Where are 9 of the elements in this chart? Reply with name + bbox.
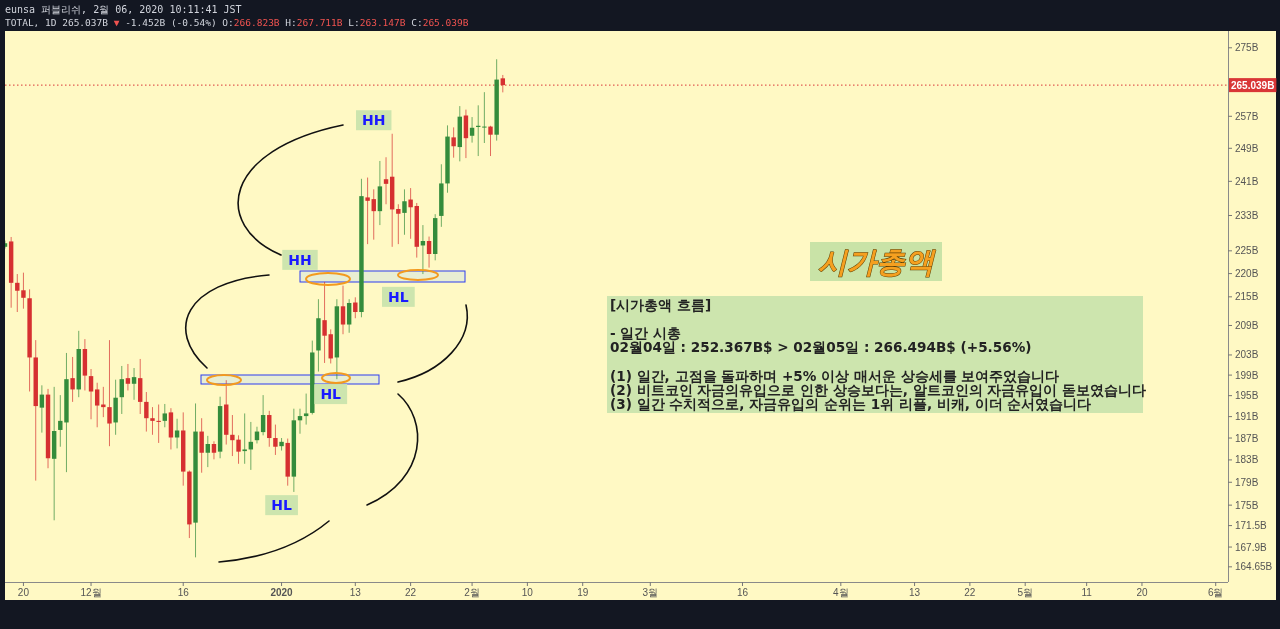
annotation: 시가총액 bbox=[818, 245, 936, 279]
annotation: HL bbox=[320, 386, 342, 403]
annotation: HH bbox=[288, 251, 312, 268]
heading: 시가총액 bbox=[810, 242, 942, 281]
annotation: HL bbox=[388, 288, 409, 305]
annotation: HL bbox=[271, 497, 292, 514]
annotation: HH bbox=[362, 112, 386, 129]
title: TOTAL, 1D 265.037B ▼ -1.452B (-0.54%) O:266.823B H:267.711B L:263.147B C:265.039B bbox=[5, 16, 469, 28]
subtitle: eunsa 퍼블리쉬, 2월 06, 2020 10:11:41 JST bbox=[5, 3, 242, 15]
